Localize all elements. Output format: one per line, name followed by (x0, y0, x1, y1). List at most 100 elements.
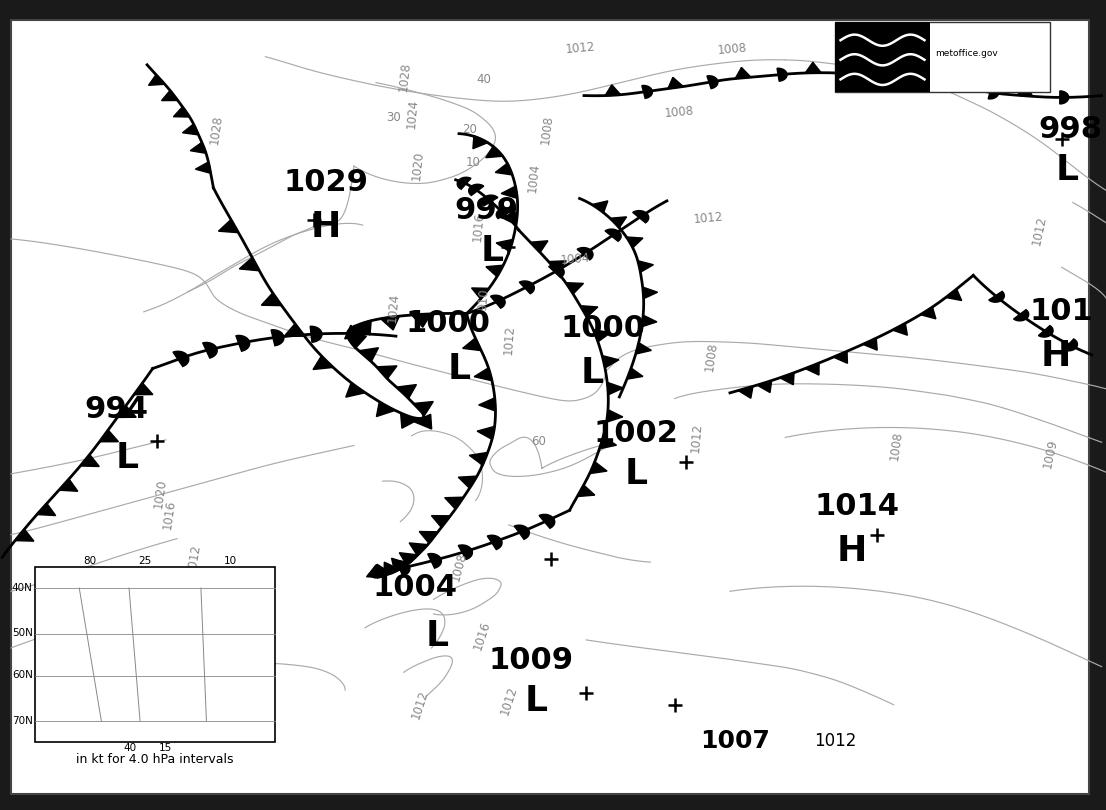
Polygon shape (577, 248, 593, 260)
Polygon shape (946, 289, 962, 301)
Polygon shape (310, 326, 322, 343)
Text: 910: 910 (476, 288, 491, 311)
Polygon shape (849, 67, 858, 80)
Polygon shape (893, 323, 907, 335)
Polygon shape (458, 476, 477, 488)
Polygon shape (520, 281, 534, 294)
Polygon shape (877, 67, 893, 79)
Polygon shape (599, 437, 616, 449)
Text: 30: 30 (386, 111, 401, 124)
Text: L: L (426, 619, 448, 653)
Text: L: L (625, 457, 647, 491)
Text: 1028: 1028 (397, 62, 413, 92)
Polygon shape (462, 338, 481, 351)
Polygon shape (445, 497, 463, 509)
Text: 1008: 1008 (887, 430, 905, 461)
Text: L: L (448, 352, 470, 386)
Polygon shape (477, 426, 494, 440)
Text: 20: 20 (462, 123, 478, 136)
Bar (835, 22, 1050, 92)
Polygon shape (374, 565, 392, 578)
Polygon shape (271, 330, 284, 346)
Polygon shape (1064, 339, 1077, 351)
Text: 40N: 40N (12, 583, 33, 593)
Polygon shape (627, 237, 643, 248)
Polygon shape (490, 295, 505, 309)
Polygon shape (400, 413, 418, 428)
Polygon shape (202, 343, 217, 358)
Text: 1012: 1012 (692, 211, 723, 227)
Polygon shape (638, 261, 654, 272)
Text: H: H (1041, 339, 1072, 373)
Polygon shape (148, 75, 165, 85)
Polygon shape (284, 324, 304, 336)
Text: 40: 40 (476, 73, 491, 86)
Text: 1012: 1012 (185, 543, 202, 575)
Polygon shape (1060, 91, 1068, 104)
Polygon shape (778, 68, 787, 81)
Text: 10: 10 (466, 156, 481, 168)
Text: L: L (1056, 153, 1078, 187)
Polygon shape (501, 186, 518, 198)
Bar (835, 22, 930, 92)
Polygon shape (577, 485, 595, 497)
Polygon shape (346, 383, 365, 397)
Polygon shape (758, 381, 772, 393)
Polygon shape (918, 75, 929, 88)
Polygon shape (81, 454, 100, 467)
Polygon shape (636, 343, 651, 354)
Text: 1008: 1008 (664, 104, 695, 120)
Polygon shape (607, 382, 624, 394)
Text: 1014: 1014 (815, 492, 899, 521)
Polygon shape (392, 558, 409, 572)
Polygon shape (486, 146, 503, 158)
Polygon shape (190, 143, 206, 153)
Text: 1004: 1004 (526, 163, 542, 194)
Text: 1012: 1012 (1030, 215, 1050, 247)
Polygon shape (399, 552, 418, 565)
Text: 1004: 1004 (560, 251, 591, 267)
Polygon shape (414, 402, 434, 415)
Text: 1016: 1016 (160, 499, 178, 530)
Text: in kt for 4.0 hPa intervals: in kt for 4.0 hPa intervals (76, 753, 233, 766)
Text: 998: 998 (1039, 115, 1103, 144)
Polygon shape (605, 229, 622, 241)
Text: 1004: 1004 (373, 573, 457, 602)
Text: 1000: 1000 (561, 313, 645, 343)
Text: 1008: 1008 (449, 551, 469, 583)
Polygon shape (668, 77, 684, 89)
Polygon shape (486, 265, 503, 277)
Polygon shape (482, 195, 498, 206)
Polygon shape (174, 107, 190, 117)
Text: 15: 15 (158, 744, 171, 753)
Polygon shape (989, 292, 1004, 302)
Text: 1028: 1028 (208, 114, 226, 145)
Polygon shape (833, 352, 847, 364)
Text: L: L (581, 356, 603, 390)
Polygon shape (313, 356, 333, 369)
Polygon shape (989, 86, 999, 99)
Polygon shape (607, 410, 623, 422)
Text: 1012: 1012 (501, 325, 517, 356)
Polygon shape (100, 430, 118, 441)
Polygon shape (384, 562, 400, 576)
Polygon shape (471, 288, 489, 299)
Polygon shape (805, 62, 821, 73)
Polygon shape (549, 261, 566, 272)
Polygon shape (1018, 85, 1033, 96)
Polygon shape (346, 336, 366, 348)
Polygon shape (196, 162, 211, 173)
Polygon shape (409, 543, 428, 556)
Polygon shape (611, 217, 627, 228)
Polygon shape (627, 368, 643, 379)
Polygon shape (592, 201, 608, 212)
Text: 1016: 1016 (471, 620, 493, 652)
Polygon shape (474, 368, 492, 381)
Polygon shape (581, 305, 598, 318)
Text: 1008: 1008 (717, 41, 748, 58)
Polygon shape (419, 531, 438, 544)
Text: L: L (481, 234, 503, 268)
Text: 60: 60 (531, 435, 546, 448)
Polygon shape (643, 287, 658, 299)
Polygon shape (469, 184, 483, 195)
